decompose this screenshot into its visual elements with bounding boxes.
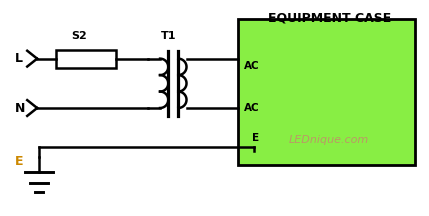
Bar [56, 50, 116, 68]
Bar [238, 19, 415, 165]
Text: S2: S2 [71, 31, 87, 41]
Text: LEDnique.com: LEDnique.com [289, 135, 369, 145]
Text: T1: T1 [160, 31, 176, 41]
Text: L: L [15, 52, 23, 65]
Text: N: N [15, 102, 26, 114]
Text: E: E [15, 155, 24, 168]
Text: AC: AC [244, 60, 260, 71]
Text: AC: AC [244, 103, 260, 113]
Text: E: E [252, 133, 259, 143]
Text: EQUIPMENT CASE: EQUIPMENT CASE [268, 11, 391, 24]
